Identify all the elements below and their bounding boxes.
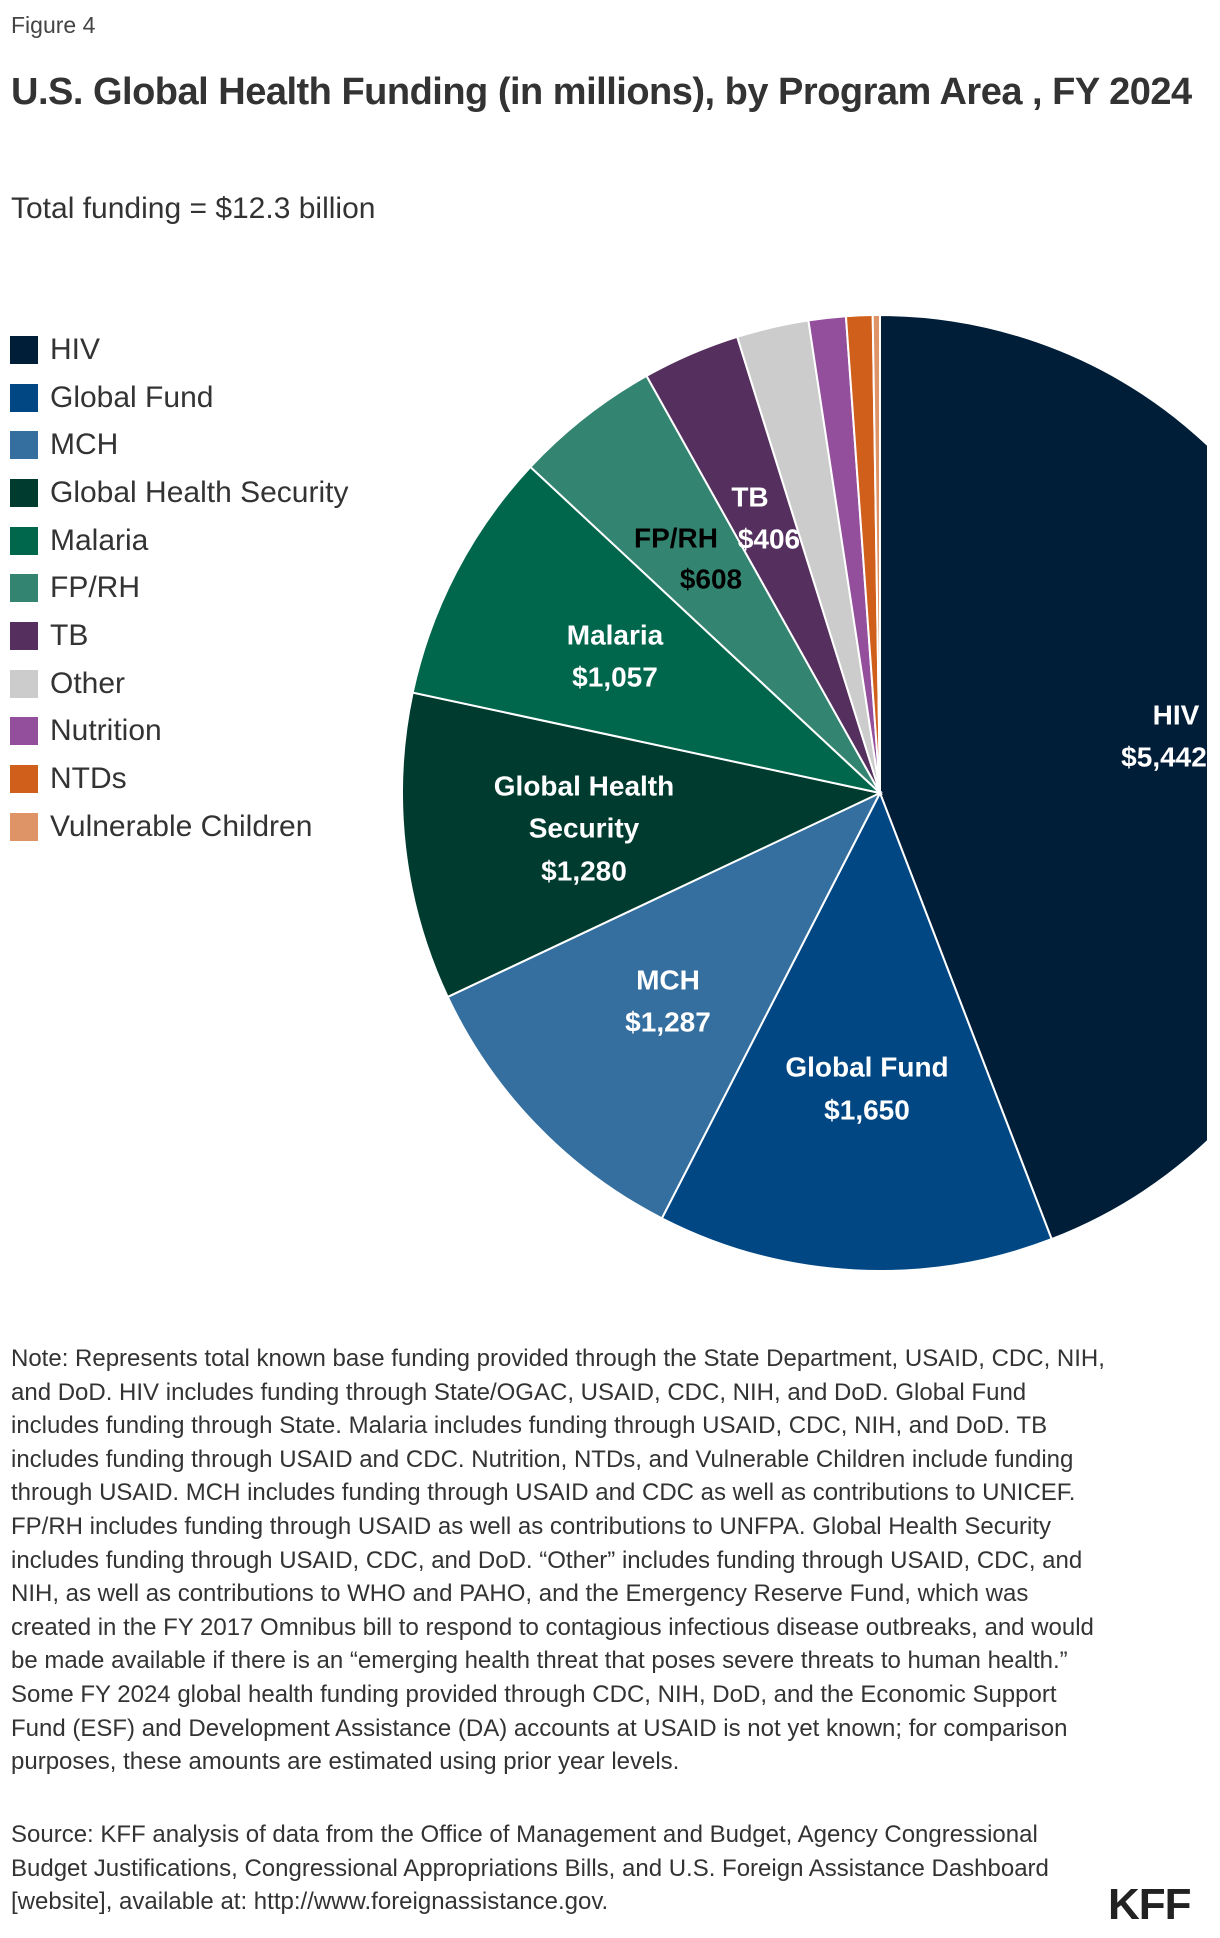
kff-logo: KFF (1108, 1880, 1192, 1929)
legend-label: NTDs (50, 762, 127, 796)
chart-title: U.S. Global Health Funding (in millions)… (11, 71, 1192, 113)
legend-label: Nutrition (50, 714, 162, 748)
data-label-name: FP/RH (634, 522, 718, 553)
figure-label: Figure 4 (11, 12, 96, 38)
data-label-name: MCH (636, 964, 700, 995)
data-label-name: Global Fund (785, 1051, 948, 1082)
data-label-value: $1,287 (625, 1006, 711, 1037)
legend-label: Other (50, 666, 126, 700)
data-label-value: $608 (680, 563, 742, 594)
legend-label: Global Fund (50, 380, 214, 414)
data-label-name: HIV (1153, 699, 1200, 730)
legend-item: HIV (10, 326, 348, 374)
data-label-value: $5,442 (1121, 741, 1207, 772)
pie-slice-global-health-security (401, 691, 884, 999)
pie-chart: HIV $5,442 Global Fund $1,650 MCH $1,287 Globa… (401, 313, 1207, 1272)
legend-item: FP/RH (10, 564, 348, 612)
legend-label: HIV (50, 332, 101, 366)
legend-item: Vulnerable Children (10, 803, 348, 851)
legend-item: Global Health Security (10, 469, 348, 517)
legend-swatch (10, 812, 38, 841)
legend-swatch (10, 717, 38, 746)
legend-label: FP/RH (50, 571, 140, 605)
legend-swatch (10, 574, 38, 603)
pie-slice-global-fund (660, 790, 1053, 1272)
data-label-name: TB (731, 481, 768, 512)
legend-item: Other (10, 660, 348, 708)
legend-swatch (10, 621, 38, 650)
pie-slice-fp-rh (529, 374, 881, 794)
pie-slice-malaria (411, 465, 884, 795)
legend-swatch (10, 526, 38, 555)
legend-item: Nutrition (10, 708, 348, 756)
legend-item: Global Fund (10, 374, 348, 422)
chart-subtitle: Total funding = $12.3 billion (11, 192, 376, 225)
pie-slice-mch (446, 790, 883, 1220)
legend-item: Malaria (10, 517, 348, 565)
legend-item: TB (10, 612, 348, 660)
legend-swatch (10, 669, 38, 698)
pie-slice-hiv (879, 313, 1207, 1241)
legend-label: Malaria (50, 523, 149, 557)
data-label-name: Global Health (494, 770, 674, 801)
data-label-value: $1,650 (824, 1094, 910, 1125)
legend-label: Global Health Security (50, 475, 349, 509)
legend-label: MCH (50, 428, 119, 462)
legend-item: NTDs (10, 755, 348, 803)
legend: HIV Global Fund MCH Global Health Security M… (10, 326, 348, 851)
legend-swatch (10, 765, 38, 794)
data-label-name: Malaria (567, 619, 664, 650)
legend-swatch (10, 431, 38, 460)
note-text: Note: Represents total known base fundin… (11, 1345, 1105, 1776)
source-text: Source: KFF analysis of data from the Of… (11, 1821, 1049, 1916)
legend-swatch (10, 383, 38, 412)
pie-slice-vulnerable-children (871, 313, 881, 794)
legend-label: Vulnerable Children (50, 809, 313, 843)
data-label-value: $1,280 (541, 855, 627, 886)
data-label-name: Security (529, 812, 640, 843)
legend-label: TB (50, 618, 89, 652)
data-label-value: $1,057 (572, 661, 658, 692)
legend-swatch (10, 335, 38, 364)
legend-item: MCH (10, 421, 348, 469)
data-label-value: $406 (738, 523, 800, 554)
legend-swatch (10, 478, 38, 507)
